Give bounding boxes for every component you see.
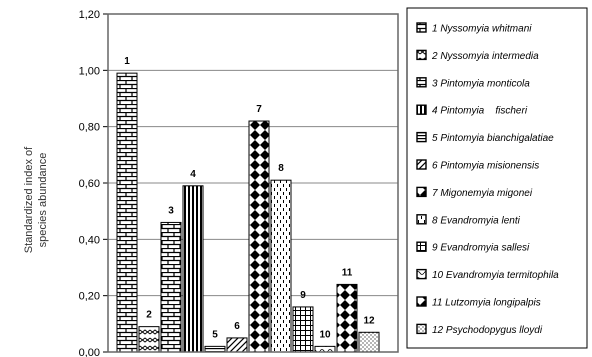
y-tick-label: 0,80 <box>79 122 100 134</box>
y-tick-label: 0,20 <box>79 291 100 303</box>
bar-1 <box>116 72 138 353</box>
bar-8 <box>270 179 292 353</box>
bar-10 <box>314 345 336 353</box>
legend-swatch <box>416 131 427 143</box>
y-tick-label: 0,40 <box>79 234 100 246</box>
legend-entry: 9 Evandromyia sallesi <box>432 243 530 254</box>
bar-6 <box>226 337 248 353</box>
legend-entry: 3 Pintomyia monticola <box>432 78 530 89</box>
legend-swatch <box>416 77 427 88</box>
legend-entry: 12 Psychodopygus lloydi <box>432 325 543 336</box>
bar-3 <box>160 221 182 353</box>
legend-swatch <box>416 268 427 280</box>
legend-swatch <box>416 296 427 307</box>
legend-entry: 11 Lutzomyia longipalpis <box>432 298 541 309</box>
legend-swatch <box>416 186 427 198</box>
legend: 1 Nyssomyia whitmani 2 Nyssomyia intermed… <box>406 7 588 349</box>
bar-label: 3 <box>168 205 174 216</box>
legend-entry: 4 Pintomyia fischeri <box>432 106 528 117</box>
plot-area-frame <box>107 13 399 353</box>
bar-12 <box>358 331 380 353</box>
legend-swatch <box>416 22 427 33</box>
legend-swatch <box>416 49 427 61</box>
legend-swatch <box>416 323 427 335</box>
y-axis-label: Standardized index of species abundance <box>23 146 49 253</box>
legend-entry: 2 Nyssomyia intermedia <box>431 51 539 62</box>
legend-frame <box>406 7 588 349</box>
bar-label: 1 <box>124 56 130 67</box>
bar-label: 6 <box>234 321 240 332</box>
bar-label: 11 <box>342 267 353 278</box>
bar-11 <box>336 283 358 353</box>
y-axis-ticks: 0,00 0,20 0,40 0,60 0,80 1,00 1,20 <box>79 9 108 357</box>
legend-swatch <box>416 241 427 252</box>
bar-7 <box>248 120 270 353</box>
bars <box>116 72 380 353</box>
legend-swatch <box>416 214 427 225</box>
y-axis-label-line-2: species abundance <box>37 153 49 248</box>
bar-5 <box>204 345 226 353</box>
y-tick-label: 0,60 <box>79 178 100 190</box>
legend-entry: 6 Pintomyia misionensis <box>432 161 539 172</box>
y-tick-label: 0,00 <box>79 347 100 357</box>
bar-2 <box>138 326 160 353</box>
bar-label: 8 <box>278 163 284 174</box>
legend-entry: 5 Pintomyia bianchigalatiae <box>432 133 554 144</box>
bar-label: 9 <box>300 290 306 301</box>
bar-label: 12 <box>363 315 375 326</box>
bar-label: 10 <box>319 329 331 340</box>
legend-entry: 7 Migonemyia migonei <box>432 188 533 199</box>
y-axis-label-line-1: Standardized index of <box>23 146 35 253</box>
y-tick-label: 1,00 <box>79 65 100 77</box>
legend-entry: 10 Evandromyia termitophila <box>432 270 559 281</box>
bar-label: 2 <box>146 310 152 321</box>
y-tick-label: 1,20 <box>79 9 100 21</box>
bar-label: 4 <box>190 169 196 180</box>
legend-entry: 1 Nyssomyia whitmani <box>432 24 532 35</box>
legend-swatch <box>416 159 427 170</box>
bar-label: 7 <box>256 104 262 115</box>
bar-4 <box>182 185 204 353</box>
bar-9 <box>292 306 314 353</box>
legend-swatch <box>416 104 427 115</box>
bar-label: 5 <box>212 329 218 340</box>
legend-entry: 8 Evandromyia lenti <box>432 215 521 226</box>
